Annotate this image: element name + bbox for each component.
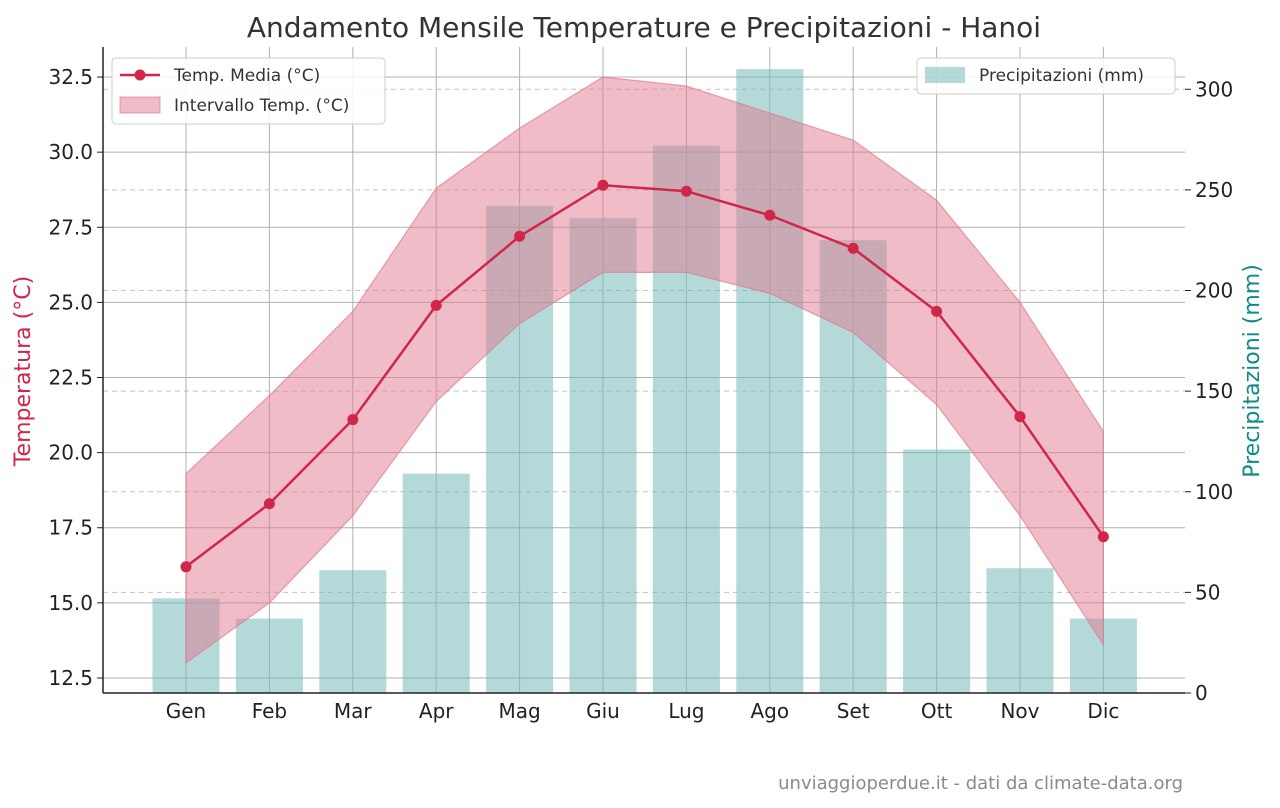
mean-temp-point-mar [347,414,359,426]
precip-bar-ott [903,449,971,693]
mean-temp-point-mag [514,230,526,242]
mean-temp-point-dic [1097,531,1109,543]
x-tick-giu: Giu [586,699,620,723]
left-tick-label: 22.5 [48,366,93,390]
mean-temp-point-gen [180,561,192,573]
left-tick-label: 32.5 [48,65,93,89]
right-tick-label: 0 [1195,681,1208,705]
right-tick-label: 50 [1195,580,1220,604]
x-tick-nov: Nov [1000,699,1039,723]
x-tick-apr: Apr [419,699,454,723]
x-tick-ott: Ott [921,699,953,723]
mean-temp-point-feb [263,498,275,510]
right-tick-label: 200 [1195,279,1233,303]
mean-temp-point-ott [931,305,943,317]
precip-bar-mar [319,570,387,693]
right-y-axis-label: Precipitazioni (mm) [1240,264,1265,478]
legend-label-temp-range: Intervallo Temp. (°C) [174,96,349,116]
mean-temp-point-ago [764,209,776,221]
left-y-axis-label: Temperatura (°C) [11,276,36,467]
legend-band-swatch [119,96,161,114]
chart-title: Andamento Mensile Temperature e Precipit… [247,11,1041,44]
legend-label-mean-temp: Temp. Media (°C) [173,66,320,86]
right-tick-label: 250 [1195,178,1233,202]
precip-bar-giu [569,218,637,693]
temp-range-area [185,76,1104,665]
legend-left: Temp. Media (°C) Intervallo Temp. (°C) [111,57,386,125]
left-tick-label: 12.5 [48,666,93,690]
left-tick-label: 30.0 [48,140,93,164]
x-tick-lug: Lug [668,699,704,723]
axes [102,47,1185,694]
mean-temp-point-nov [1014,411,1026,423]
left-tick-label: 15.0 [48,591,93,615]
x-tick-mag: Mag [498,699,540,723]
precip-bar-nov [986,568,1054,693]
x-tick-dic: Dic [1087,699,1119,723]
precip-bar-apr [402,473,470,693]
right-tick-label: 300 [1195,77,1233,101]
legend-right: Precipitazioni (mm) [916,57,1176,95]
mean-temperature-line [180,179,1109,573]
precip-bar-feb [235,618,303,693]
x-tick-gen: Gen [166,699,206,723]
left-tick-label: 25.0 [48,290,93,314]
right-y-tick-labels: 0 50 100 150 200 250 300 [1185,77,1233,705]
mean-temp-point-apr [430,299,442,311]
left-tick-label: 17.5 [48,516,93,540]
mean-temp-point-lug [680,185,692,197]
temperature-range-band [185,76,1104,665]
legend-precip-swatch [925,67,965,83]
right-tick-label: 150 [1195,379,1233,403]
x-tick-feb: Feb [252,699,287,723]
x-tick-ago: Ago [750,699,789,723]
x-tick-labels: Gen Feb Mar Apr Mag Giu Lug Ago Set Ott Nov Dic [166,699,1120,723]
legend-label-precipitation: Precipitazioni (mm) [979,66,1144,86]
left-tick-label: 20.0 [48,441,93,465]
left-tick-label: 27.5 [48,215,93,239]
legend-marker-swatch [134,69,146,81]
mean-temp-polyline [185,183,1105,568]
left-y-tick-labels: 12.5 15.0 17.5 20.0 22.5 25.0 27.5 30.0 32.5 [48,65,103,690]
mean-temp-point-set [847,242,859,254]
right-tick-label: 100 [1195,480,1233,504]
mean-temp-point-giu [597,179,609,191]
x-tick-set: Set [837,699,870,723]
x-tick-mar: Mar [334,699,373,723]
source-note: unviaggioperdue.it - dati da climate-dat… [778,773,1183,794]
